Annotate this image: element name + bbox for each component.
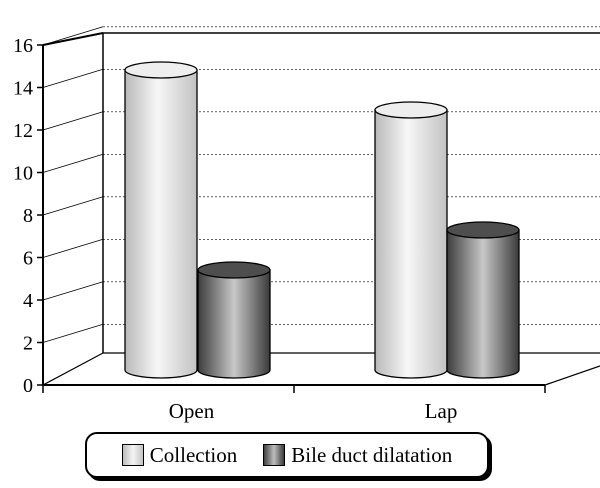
legend-item-bile-duct-dilatation: Bile duct dilatation xyxy=(263,443,452,468)
x-tick-label: Lap xyxy=(425,399,458,423)
floor-right-edge xyxy=(544,365,600,386)
y-tick-label: 14 xyxy=(13,78,33,100)
gridline-side xyxy=(42,68,104,88)
gridline-side xyxy=(42,26,104,46)
x-tick-label: Open xyxy=(169,399,215,423)
legend: Collection Bile duct dilatation xyxy=(85,432,489,478)
bar-cap xyxy=(124,61,198,79)
y-tick-label: 16 xyxy=(13,35,33,57)
gridline-side xyxy=(42,111,104,131)
floor-left-edge xyxy=(42,352,104,386)
legend-item-collection: Collection xyxy=(121,442,238,468)
chart: 0 2 4 6 8 10 12 14 16 Open Lap xyxy=(13,26,600,423)
bar-body xyxy=(124,69,198,379)
gridline-side xyxy=(42,238,104,258)
bar-body xyxy=(374,109,448,379)
x-axis-labels: Open Lap xyxy=(169,399,458,423)
y-tick-label: 6 xyxy=(23,248,33,270)
bar-cap xyxy=(446,221,520,239)
bar-cap xyxy=(374,101,448,119)
legend-label-collection: Collection xyxy=(149,442,238,467)
bar-body xyxy=(197,269,271,379)
legend-swatch-collection xyxy=(121,444,144,466)
gridline-side xyxy=(42,153,104,173)
y-tick-label: 10 xyxy=(13,163,33,185)
y-tick-label: 4 xyxy=(23,290,33,312)
gridline-side xyxy=(42,196,104,216)
y-tick-label: 12 xyxy=(13,120,33,142)
y-tick-label: 0 xyxy=(23,375,33,397)
top-left-edge xyxy=(42,32,104,46)
legend-label-bile-duct-dilatation: Bile duct dilatation xyxy=(291,442,453,467)
gridline-side xyxy=(42,323,104,343)
y-tick-label: 8 xyxy=(23,205,33,227)
y-tick-label: 2 xyxy=(23,333,33,355)
bars xyxy=(124,61,520,379)
gridlines xyxy=(42,26,600,343)
bar-cap xyxy=(197,261,271,279)
gridline-side xyxy=(42,281,104,301)
y-axis: 0 2 4 6 8 10 12 14 16 xyxy=(13,35,546,397)
legend-swatch-bile-duct-dilatation xyxy=(263,444,286,466)
bar-body xyxy=(446,229,520,379)
